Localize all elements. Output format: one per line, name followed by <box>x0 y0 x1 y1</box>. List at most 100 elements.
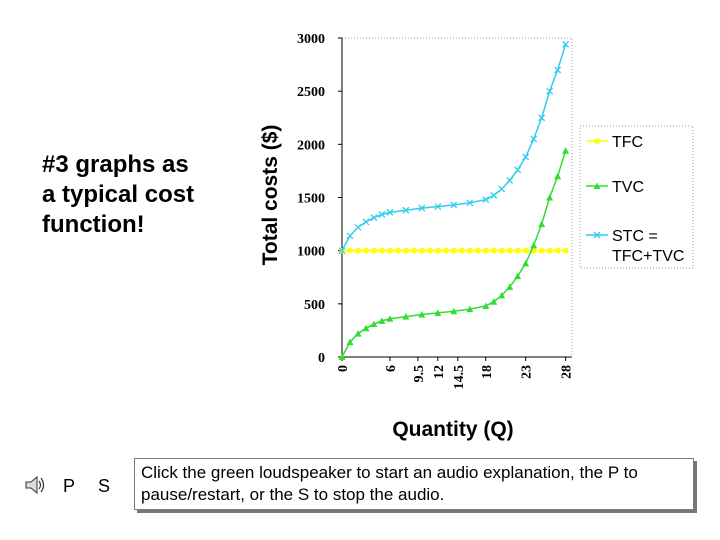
audio-instructions: Click the green loudspeaker to start an … <box>134 458 694 510</box>
data-point <box>563 248 569 254</box>
x-axis-label: Quantity (Q) <box>392 418 513 441</box>
data-point <box>555 248 561 254</box>
data-point <box>539 248 545 254</box>
data-point <box>466 305 474 313</box>
data-point <box>419 248 425 254</box>
y-tick-label: 3000 <box>297 32 325 47</box>
data-point <box>338 353 346 360</box>
data-point <box>362 324 370 332</box>
data-point <box>355 248 361 254</box>
x-tick-label: 6 <box>384 365 399 372</box>
data-point <box>450 307 458 315</box>
data-point <box>378 317 386 324</box>
data-point <box>418 204 426 212</box>
data-point <box>434 309 442 316</box>
data-point <box>547 248 553 254</box>
plot-area-border <box>341 37 573 358</box>
data-point <box>594 138 600 144</box>
x-tick-label: 12 <box>432 365 447 379</box>
data-point <box>522 259 530 267</box>
data-point <box>402 206 410 214</box>
stop-button[interactable]: S <box>98 476 111 496</box>
data-point <box>515 248 521 254</box>
y-axis-label: Total costs ($) <box>259 125 282 266</box>
data-point <box>498 185 506 193</box>
x-tick-label: 18 <box>480 365 495 379</box>
data-point <box>538 220 546 228</box>
data-point <box>338 247 346 255</box>
y-tick-label: 1000 <box>297 245 325 260</box>
data-point <box>467 248 473 254</box>
data-point <box>434 203 442 210</box>
data-point <box>530 241 538 249</box>
data-point <box>403 248 409 254</box>
data-point <box>435 248 441 254</box>
data-point <box>546 194 554 201</box>
x-tick-label: 28 <box>560 365 575 379</box>
data-point <box>370 214 378 222</box>
slide-heading: #3 graphs as a typical cost function! <box>42 150 242 240</box>
heading-line: #3 graphs as <box>42 151 189 178</box>
data-point <box>363 248 369 254</box>
data-point <box>507 248 513 254</box>
data-point <box>459 248 465 254</box>
data-point <box>506 177 514 184</box>
data-point <box>346 338 354 346</box>
data-point <box>371 248 377 254</box>
y-tick-label: 2000 <box>297 138 325 153</box>
data-point <box>491 248 497 254</box>
data-point <box>514 166 522 174</box>
y-tick-label: 500 <box>304 298 325 313</box>
x-tick-label: 0 <box>336 365 351 372</box>
series-x <box>338 40 570 255</box>
x-tick-label: 14.5 <box>452 365 467 390</box>
data-point <box>475 248 481 254</box>
data-point <box>395 248 401 254</box>
data-point <box>427 248 433 254</box>
data-point <box>554 172 562 180</box>
data-point <box>450 201 458 209</box>
data-point <box>386 208 394 216</box>
data-point <box>354 223 362 231</box>
data-point <box>523 248 529 254</box>
data-point <box>411 248 417 254</box>
x-tick-label: 23 <box>520 365 535 379</box>
series-triangle <box>338 147 570 360</box>
data-point <box>490 191 498 199</box>
data-point <box>562 40 570 48</box>
data-point <box>483 248 489 254</box>
legend-label: STC = <box>612 228 658 245</box>
cost-chart: 0 500 1000 1500 2000 2500 3000 0 6 9.5 12 14.5 18 23 2… <box>259 32 694 441</box>
data-point <box>546 87 554 95</box>
data-point <box>499 248 505 254</box>
data-point <box>451 248 457 254</box>
data-point <box>522 153 530 161</box>
data-point <box>387 248 393 254</box>
heading-line: a typical cost <box>42 181 195 208</box>
y-tick-label: 1500 <box>297 192 325 207</box>
heading-line: function! <box>42 211 145 238</box>
pause-button[interactable]: P <box>63 476 76 496</box>
legend-label: TFC <box>612 134 643 151</box>
data-point <box>466 199 474 207</box>
legend-label: TFC+TVC <box>612 248 684 265</box>
data-point <box>538 114 546 122</box>
data-point <box>370 320 378 328</box>
data-point <box>562 147 570 154</box>
data-point <box>482 302 490 309</box>
data-point <box>443 248 449 254</box>
data-point <box>402 313 410 320</box>
series-square <box>339 248 569 254</box>
data-point <box>506 283 514 290</box>
data-point <box>554 66 562 74</box>
data-point <box>362 218 370 226</box>
data-point <box>514 272 522 280</box>
loudspeaker-icon[interactable] <box>24 474 46 496</box>
data-point <box>530 135 538 143</box>
data-point <box>482 196 490 204</box>
legend-box <box>579 125 694 269</box>
data-point <box>593 231 601 239</box>
data-point <box>418 310 426 318</box>
y-tick-label: 0 <box>318 351 325 366</box>
x-tick-label: 9.5 <box>412 365 427 383</box>
